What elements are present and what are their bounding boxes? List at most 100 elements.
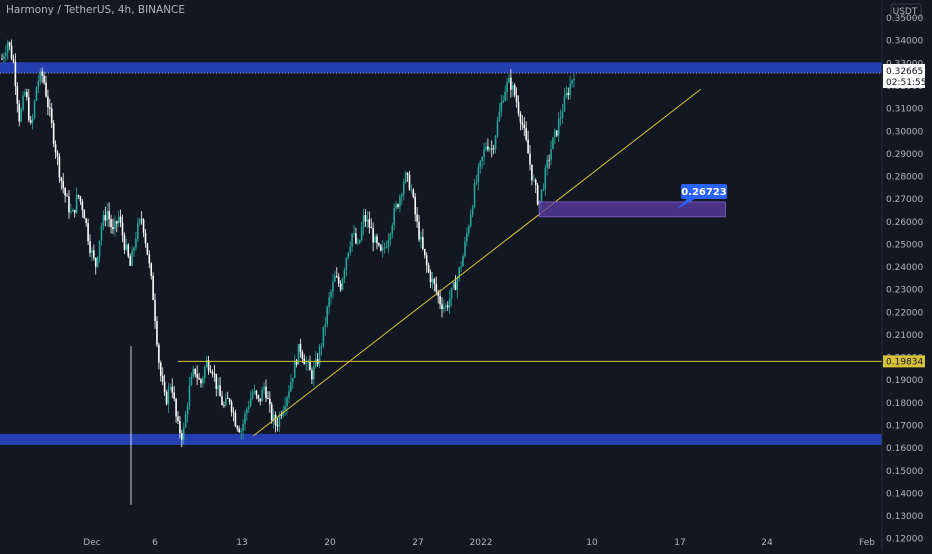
candle-body — [565, 92, 568, 97]
candle-body — [6, 42, 9, 53]
candle-body — [33, 100, 36, 118]
candle-body — [291, 377, 294, 382]
candle-body — [345, 258, 348, 271]
candle-body — [75, 195, 78, 213]
demand-box — [538, 201, 726, 218]
x-tick-label: 20 — [324, 538, 336, 548]
callout-label: 0.26723 — [681, 187, 727, 198]
candle-body — [397, 204, 399, 208]
price-axis[interactable]: USDT0.350000.340000.330000.320000.310000… — [881, 0, 932, 550]
candle-body — [54, 143, 57, 153]
candle-body — [318, 347, 321, 365]
callout-pointer — [677, 199, 695, 209]
candle-body — [123, 235, 126, 250]
candle-body — [39, 71, 42, 82]
candle-body — [41, 71, 43, 76]
candle-body — [464, 241, 466, 257]
candle-body — [335, 276, 338, 277]
candle-body — [73, 209, 76, 213]
candle-body — [221, 396, 223, 406]
candle-body — [559, 117, 562, 120]
candle-body — [305, 362, 307, 365]
candle-body — [378, 243, 380, 246]
y-tick-label: 0.13000 — [886, 512, 923, 522]
candle-body — [571, 80, 573, 84]
candle-body — [370, 227, 373, 229]
candle-body — [207, 360, 210, 371]
candle-body — [94, 258, 97, 267]
candle-body — [249, 398, 252, 407]
candle-body — [343, 270, 346, 279]
candle-body — [251, 392, 254, 399]
candle-body — [171, 386, 174, 393]
price-axis-background — [882, 0, 932, 550]
candle-body — [481, 156, 483, 161]
candle-body — [226, 398, 229, 399]
candle-body — [167, 388, 170, 405]
zone-support — [0, 433, 882, 445]
candle-body — [374, 236, 376, 243]
candle-body — [96, 256, 99, 267]
candle-body — [531, 164, 533, 181]
y-tick-label: 0.26000 — [886, 218, 923, 228]
candle-body — [148, 254, 151, 264]
box-layer: 0.26723 — [538, 184, 727, 218]
x-tick-label: Feb — [859, 538, 875, 548]
chart-title: Harmony / TetherUS, 4h, BINANCE — [6, 4, 186, 16]
candle-body — [506, 82, 508, 93]
candle-body — [328, 297, 330, 308]
candle-body — [146, 243, 149, 255]
candle-body — [334, 276, 336, 282]
candle-body — [217, 385, 219, 389]
candle-body — [14, 61, 17, 87]
candle-body — [261, 389, 263, 402]
candle-body — [85, 218, 87, 224]
candle-body — [232, 411, 235, 413]
candle-body — [393, 208, 395, 226]
candle-body — [523, 124, 526, 129]
candle-body — [211, 372, 214, 374]
candle-body — [410, 189, 413, 191]
hline-badge — [883, 355, 925, 368]
candle-body — [112, 227, 114, 230]
candle-body — [502, 100, 505, 103]
candle-body — [517, 102, 520, 114]
candle-body — [110, 219, 112, 228]
candle-body — [475, 181, 478, 184]
candle-body — [498, 111, 501, 122]
candle-body — [542, 189, 545, 191]
candle-body — [552, 137, 554, 150]
candle-body — [401, 194, 403, 197]
candle-body — [18, 103, 21, 122]
candle-body — [215, 373, 218, 389]
candle-body — [45, 82, 47, 97]
y-tick-label: 0.21000 — [886, 331, 923, 341]
candle-body — [515, 95, 518, 103]
x-tick-label: 10 — [586, 538, 598, 548]
candle-body — [456, 278, 459, 291]
candle-body — [71, 209, 74, 212]
time-axis[interactable]: Dec 6 13 20 27 2022 10 17 24 Feb — [83, 538, 875, 548]
candle-body — [347, 252, 350, 259]
candle-body — [351, 233, 353, 247]
candle-body — [533, 180, 535, 181]
candle-body — [362, 215, 365, 228]
candle-body — [485, 146, 487, 150]
candle-body — [89, 241, 91, 253]
candle-body — [299, 343, 302, 353]
zone-resistance — [0, 62, 882, 74]
candle-body — [286, 397, 288, 407]
candle-body — [163, 381, 166, 393]
candle-body — [489, 148, 491, 150]
candle-body — [487, 146, 489, 150]
candle-body — [70, 211, 72, 213]
candle-body — [504, 92, 506, 101]
candle-body — [540, 189, 543, 201]
candle-body — [423, 248, 426, 256]
last-price-countdown: 02:51:55 — [886, 78, 926, 88]
candle-body — [450, 288, 453, 299]
candle-body — [563, 96, 566, 112]
candle-body — [467, 226, 470, 234]
candle-body — [98, 240, 101, 257]
